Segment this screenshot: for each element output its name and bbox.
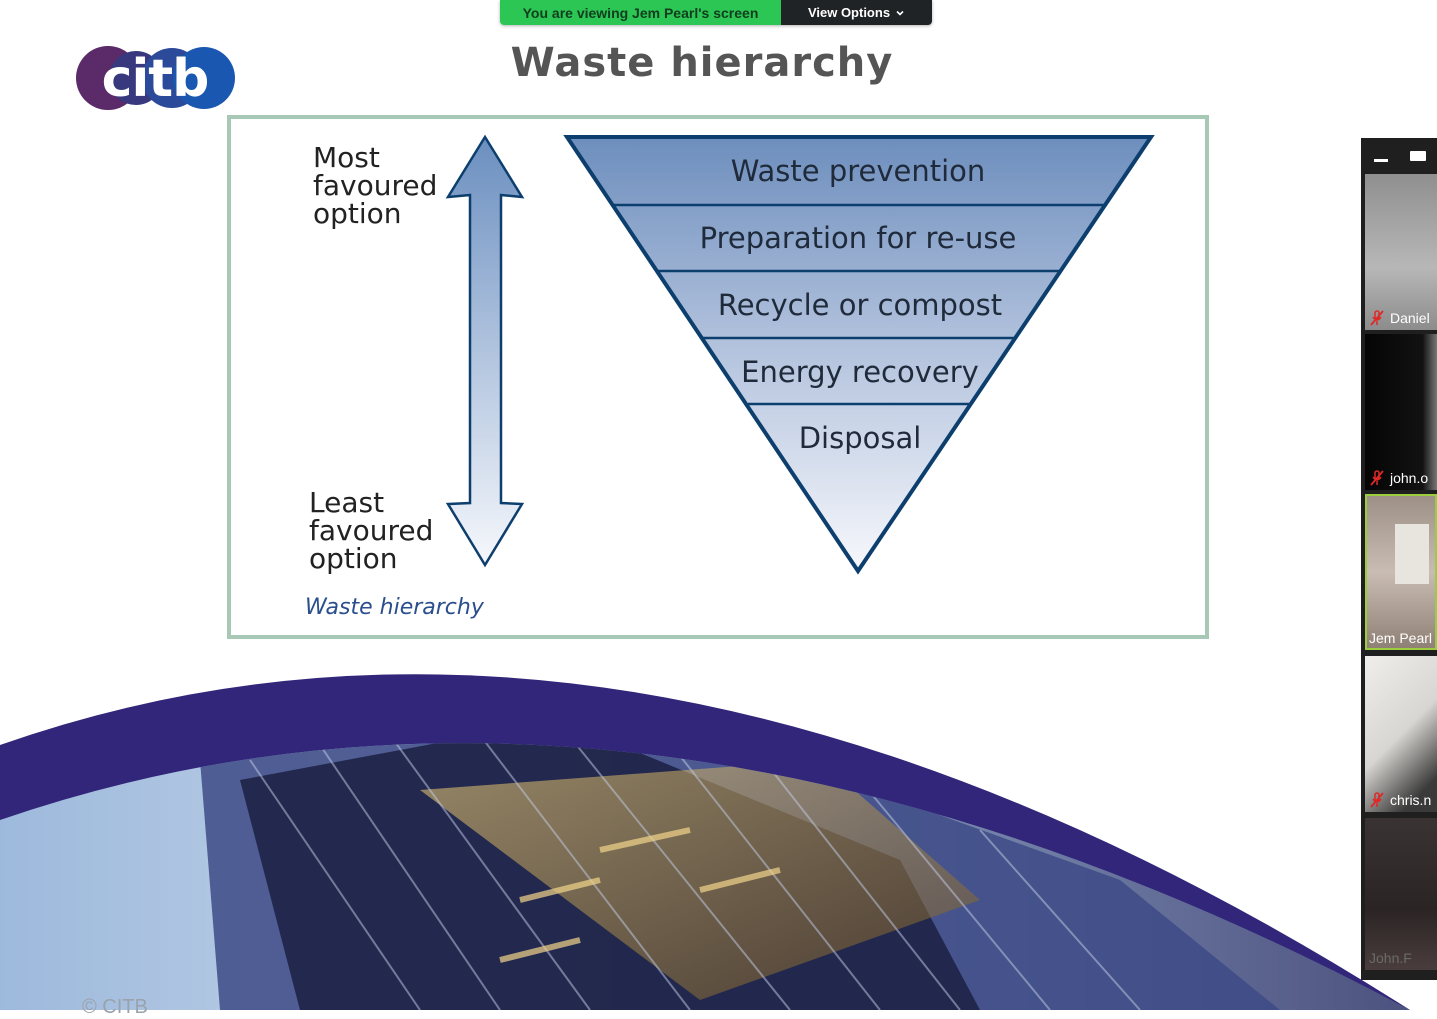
gallery-view-icon[interactable] [1409, 148, 1427, 164]
muted-mic-icon [1370, 470, 1384, 486]
copyright-text: © CITB [82, 996, 148, 1018]
background-whiteboard [1395, 524, 1429, 584]
favour-arrow [445, 134, 525, 568]
diagram-caption: Waste hierarchy [305, 595, 485, 620]
level-disposal: Disposal [799, 421, 922, 455]
view-options-label: View Options [807, 5, 891, 20]
chevron-down-icon [896, 10, 904, 16]
participant-name: John.F [1369, 950, 1412, 966]
video-tile-john-o[interactable]: john.o [1365, 334, 1437, 490]
waste-hierarchy-diagram: Most favoured option Least favoured opti… [227, 115, 1209, 639]
level-energy-recovery: Energy recovery [741, 355, 979, 389]
screen-share-banner: You are viewing Jem Pearl's screen View … [500, 0, 932, 25]
diagram-canvas: Most favoured option Least favoured opti… [305, 134, 1155, 620]
participant-name: john.o [1369, 470, 1428, 486]
least-favoured-label: Least favoured option [309, 486, 442, 575]
level-recycle-compost: Recycle or compost [718, 288, 1002, 322]
citb-logo: citb [76, 46, 235, 110]
participant-name: Daniel [1369, 310, 1430, 326]
level-waste-prevention: Waste prevention [731, 154, 986, 188]
participant-name: Jem Pearl [1369, 630, 1433, 646]
minimize-icon[interactable] [1373, 148, 1389, 164]
inverted-pyramid [563, 135, 1155, 575]
video-tile-chris-n[interactable]: chris.n [1365, 656, 1437, 812]
slide-title: Waste hierarchy [510, 40, 894, 86]
video-tile-john-f[interactable]: John.F [1365, 818, 1437, 970]
level-preparation-reuse: Preparation for re-use [700, 221, 1017, 255]
muted-mic-icon [1370, 792, 1384, 808]
video-tile-jem-pearl[interactable]: Jem Pearl [1365, 494, 1437, 650]
view-options-button[interactable]: View Options [781, 0, 932, 25]
logo-text: citb [102, 49, 209, 109]
participants-video-panel: Daniel john.o Jem Pearl chris.n [1361, 138, 1437, 980]
viewing-screen-message: You are viewing Jem Pearl's screen [500, 0, 781, 25]
participant-name: chris.n [1369, 792, 1431, 808]
muted-mic-icon [1370, 310, 1384, 326]
video-tile-daniel[interactable]: Daniel [1365, 174, 1437, 330]
most-favoured-label: Most favoured option [313, 141, 446, 230]
panel-controls [1361, 138, 1437, 174]
pyramid-dividers [613, 203, 1105, 406]
